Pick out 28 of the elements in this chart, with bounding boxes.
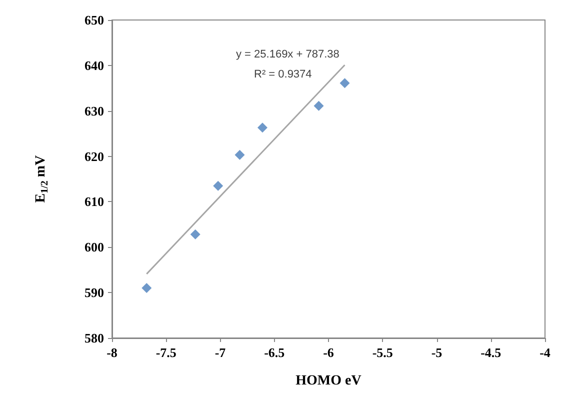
y-tick-label: 650	[84, 12, 104, 28]
y-tick-label: 640	[84, 58, 104, 73]
point	[340, 78, 350, 88]
y-tick-label: 600	[84, 240, 104, 255]
x-tick-label: -4.5	[480, 345, 502, 360]
x-tick-label: -7	[214, 345, 226, 360]
point	[142, 283, 152, 294]
annotation: y = 25.169x + 787.38	[236, 48, 340, 60]
y-tick-label: 610	[84, 194, 104, 210]
x-tick-label: -6	[323, 345, 334, 360]
x-tick-label: -8	[106, 345, 118, 360]
x-tick-label: -7.5	[156, 345, 177, 360]
y-tick-label: 620	[84, 148, 104, 164]
y-tick-label: 590	[84, 285, 104, 300]
point	[314, 100, 324, 111]
y-tick-label: 630	[84, 103, 104, 118]
x-axis-title: HOMO eV	[296, 374, 362, 388]
point	[213, 180, 224, 191]
x-tick-label: -5.5	[372, 345, 394, 360]
x-tick-label: -4	[540, 345, 551, 360]
point	[257, 122, 268, 133]
annotation: R² = 0.9374	[254, 68, 312, 80]
y-axis-title: E1/2 mV	[34, 155, 50, 203]
y-tick-label: 580	[84, 330, 104, 346]
point	[190, 229, 200, 240]
point	[234, 150, 245, 160]
x-tick-label: -5	[431, 345, 443, 360]
x-tick-label: -6.5	[264, 345, 286, 360]
